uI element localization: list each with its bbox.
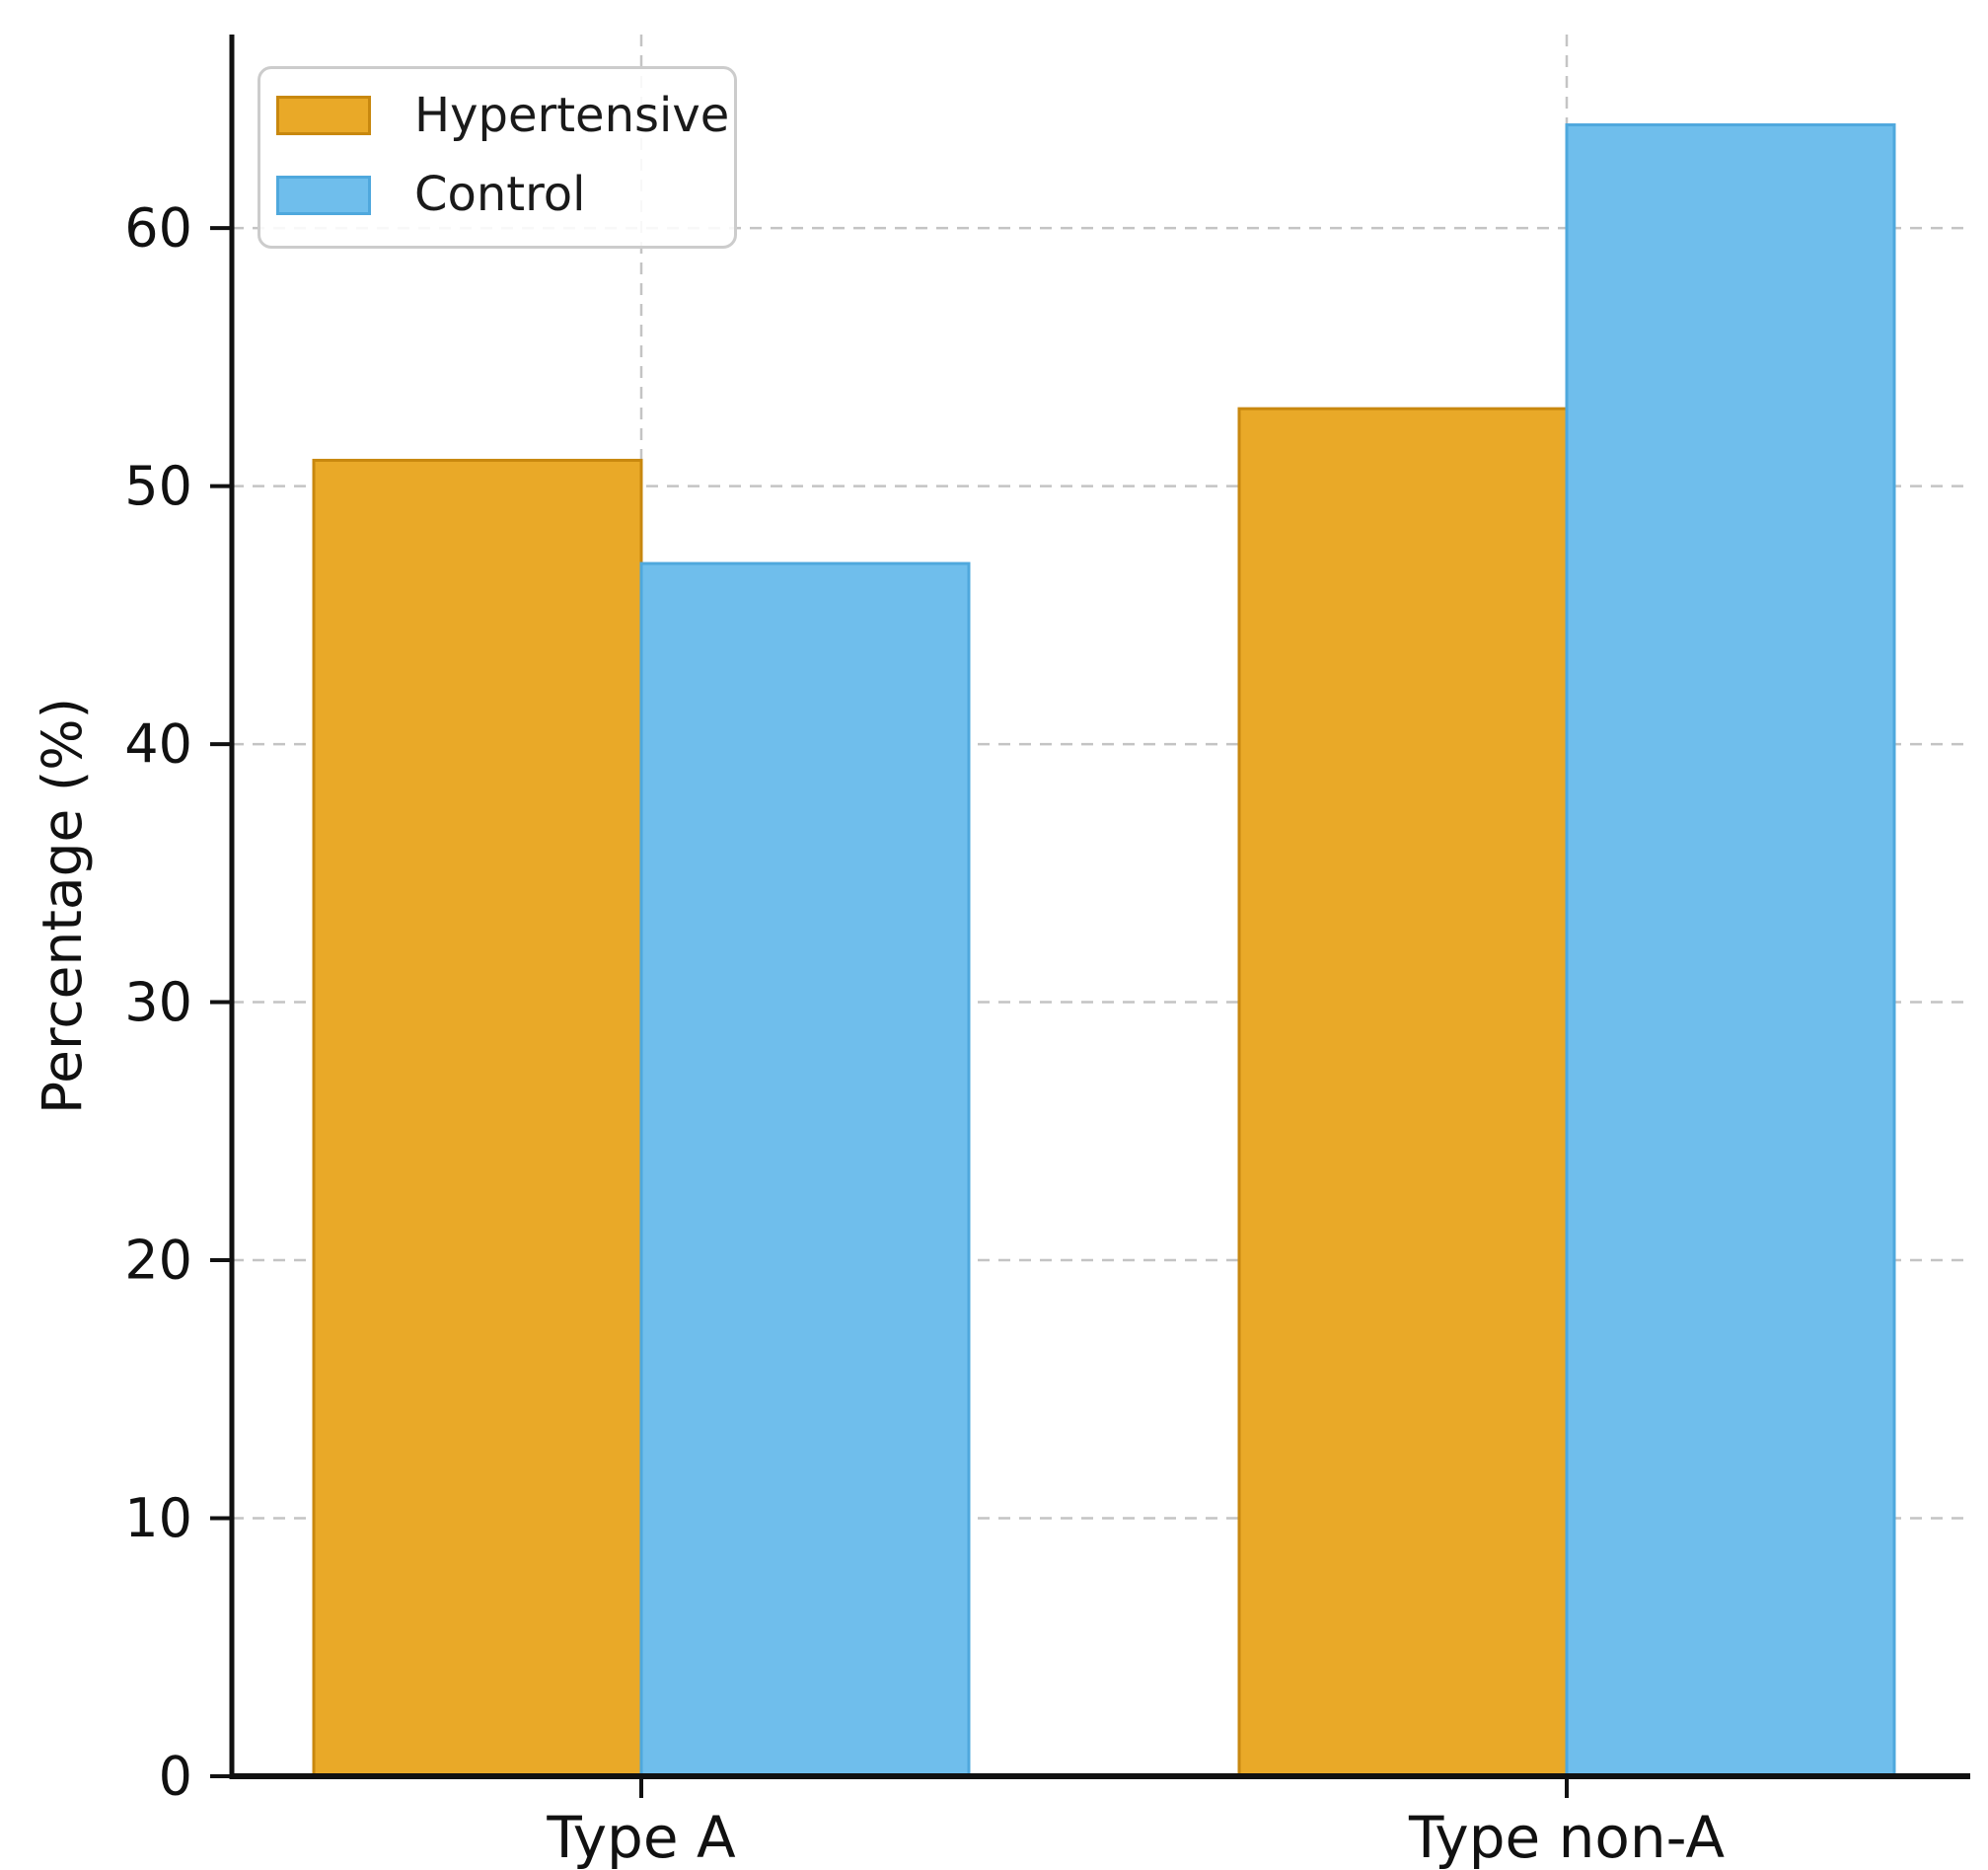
legend-swatch-hypertensive [276,96,371,136]
bar-hypertensive-type-a [312,458,643,1778]
x-tick-label-type-a: Type A [546,1804,736,1870]
legend: Hypertensive Control [258,66,737,249]
y-tick-label-60: 60 [124,197,192,260]
x-tick-label-type-non-a: Type non-A [1408,1804,1725,1870]
bar-hypertensive-type-non-a [1237,407,1569,1778]
y-tick-label-40: 40 [124,713,192,776]
y-tick-label-30: 30 [124,971,192,1033]
y-tick-label-10: 10 [124,1487,192,1549]
legend-swatch-control [276,175,371,215]
legend-label-control: Control [414,167,586,223]
legend-label-hypertensive: Hypertensive [414,88,730,143]
legend-entry-control: Control [276,167,714,223]
bar-control-type-non-a [1565,123,1896,1778]
y-tick-label-50: 50 [124,455,192,517]
y-tick-label-20: 20 [124,1230,192,1292]
legend-entry-hypertensive: Hypertensive [276,91,729,140]
y-axis-title: Percentage (%) [31,697,94,1115]
bar-control-type-a [639,561,971,1778]
y-tick-label-0: 0 [159,1746,192,1808]
